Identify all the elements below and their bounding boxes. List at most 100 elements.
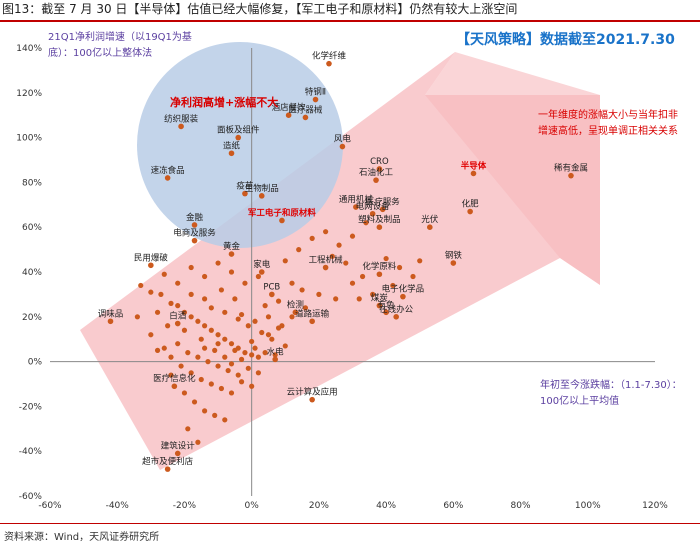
data-point xyxy=(208,305,214,311)
data-point xyxy=(255,273,261,280)
point-label: 稀有金属 xyxy=(554,163,588,174)
y-tick-label: -40% xyxy=(19,447,43,457)
data-point xyxy=(181,309,188,315)
data-point xyxy=(188,291,194,297)
x-tick-label: 40% xyxy=(376,501,396,511)
data-point xyxy=(218,385,225,392)
data-point xyxy=(309,396,315,403)
data-point xyxy=(379,206,386,213)
data-point xyxy=(235,134,242,141)
data-point xyxy=(349,280,356,286)
point-label: 建筑设计 xyxy=(161,440,196,451)
data-point xyxy=(191,222,198,228)
data-point xyxy=(215,363,221,369)
point-label: 民用爆破 xyxy=(134,252,169,263)
source-note: 资料来源：Wind，天风证券研究所 xyxy=(4,532,160,543)
y-tick-label: 0% xyxy=(28,358,43,368)
y-tick-label: 60% xyxy=(22,223,42,233)
point-label: PCB xyxy=(263,282,280,292)
point-label: 光伏 xyxy=(421,214,439,225)
data-point xyxy=(322,264,329,271)
data-point xyxy=(158,291,164,297)
figure-title: 图13：截至 7 月 30 日【半导体】估值已经大幅修复，【军工电子和原材料】仍… xyxy=(0,0,700,20)
data-point xyxy=(417,258,423,264)
data-point xyxy=(470,170,477,177)
point-label: 云计算及应用 xyxy=(287,387,338,398)
data-point xyxy=(154,309,161,315)
data-point xyxy=(242,190,248,197)
point-label: 家电 xyxy=(253,259,271,270)
data-point xyxy=(165,323,171,329)
data-point xyxy=(427,224,433,230)
x-tick-label: 100% xyxy=(575,501,601,511)
y-tick-label: -20% xyxy=(19,402,43,412)
point-label: 调味品 xyxy=(98,308,124,319)
data-point xyxy=(185,350,191,356)
data-point xyxy=(228,150,235,157)
data-point xyxy=(235,372,241,378)
highlight-circle-layer xyxy=(137,42,343,248)
point-label: 特钢Ⅱ xyxy=(305,87,326,98)
data-point xyxy=(202,408,208,414)
point-label: 水电 xyxy=(267,346,285,357)
point-label: 医疗服务 xyxy=(366,196,401,207)
data-point xyxy=(232,296,238,302)
data-point xyxy=(235,316,241,322)
data-point xyxy=(222,417,228,423)
data-point xyxy=(285,112,292,118)
data-point xyxy=(218,287,225,293)
data-point xyxy=(323,229,329,235)
y-tick-label: 100% xyxy=(16,134,42,144)
data-point xyxy=(265,314,272,320)
arrow-annotation: 一年维度的涨幅大小与当年扣非增速高低，呈现单调正相关关系 xyxy=(538,110,678,137)
data-point xyxy=(400,293,406,300)
data-point xyxy=(215,332,221,338)
data-point xyxy=(269,291,275,298)
data-point xyxy=(168,372,174,378)
data-point xyxy=(292,309,299,316)
data-point xyxy=(265,332,272,338)
point-label: 半导体 xyxy=(461,160,487,171)
data-point xyxy=(171,383,178,390)
data-point xyxy=(174,320,181,327)
point-label: 电商及服务 xyxy=(173,228,216,239)
y-tick-label: 20% xyxy=(22,313,42,323)
data-point xyxy=(393,314,399,320)
data-point xyxy=(353,204,359,210)
point-label: 速冻食品 xyxy=(151,165,185,176)
bottom-rule xyxy=(0,523,700,524)
data-point xyxy=(188,264,194,271)
data-point xyxy=(225,367,231,374)
point-layer xyxy=(107,60,574,472)
data-point xyxy=(148,289,154,295)
data-point xyxy=(373,177,379,183)
trend-arrow xyxy=(80,52,600,470)
data-point xyxy=(272,352,278,358)
data-point xyxy=(262,303,268,309)
data-point xyxy=(568,172,574,179)
data-point xyxy=(359,273,366,280)
data-point xyxy=(343,260,349,266)
data-point xyxy=(161,271,167,277)
data-point xyxy=(282,258,288,264)
data-point xyxy=(134,314,140,320)
data-point xyxy=(376,271,383,278)
data-point xyxy=(309,235,315,241)
data-point xyxy=(309,318,315,325)
data-point xyxy=(228,361,235,367)
data-point xyxy=(191,237,198,244)
axis-layer: -60% -40% -20% 0% 20% 40% 60% 80% 100% 120% -60% -4… xyxy=(16,44,668,511)
data-point xyxy=(228,341,235,347)
data-point xyxy=(356,296,362,302)
data-point xyxy=(312,96,319,103)
data-point xyxy=(289,314,295,320)
data-point xyxy=(202,273,208,280)
data-point xyxy=(178,363,184,369)
x-tick-label: -40% xyxy=(106,501,130,511)
point-label: 道路运输 xyxy=(295,308,330,319)
data-point xyxy=(228,390,235,396)
data-point xyxy=(369,210,376,217)
data-point xyxy=(336,242,342,248)
data-point xyxy=(185,426,191,432)
point-label: 电网设备 xyxy=(356,201,391,212)
